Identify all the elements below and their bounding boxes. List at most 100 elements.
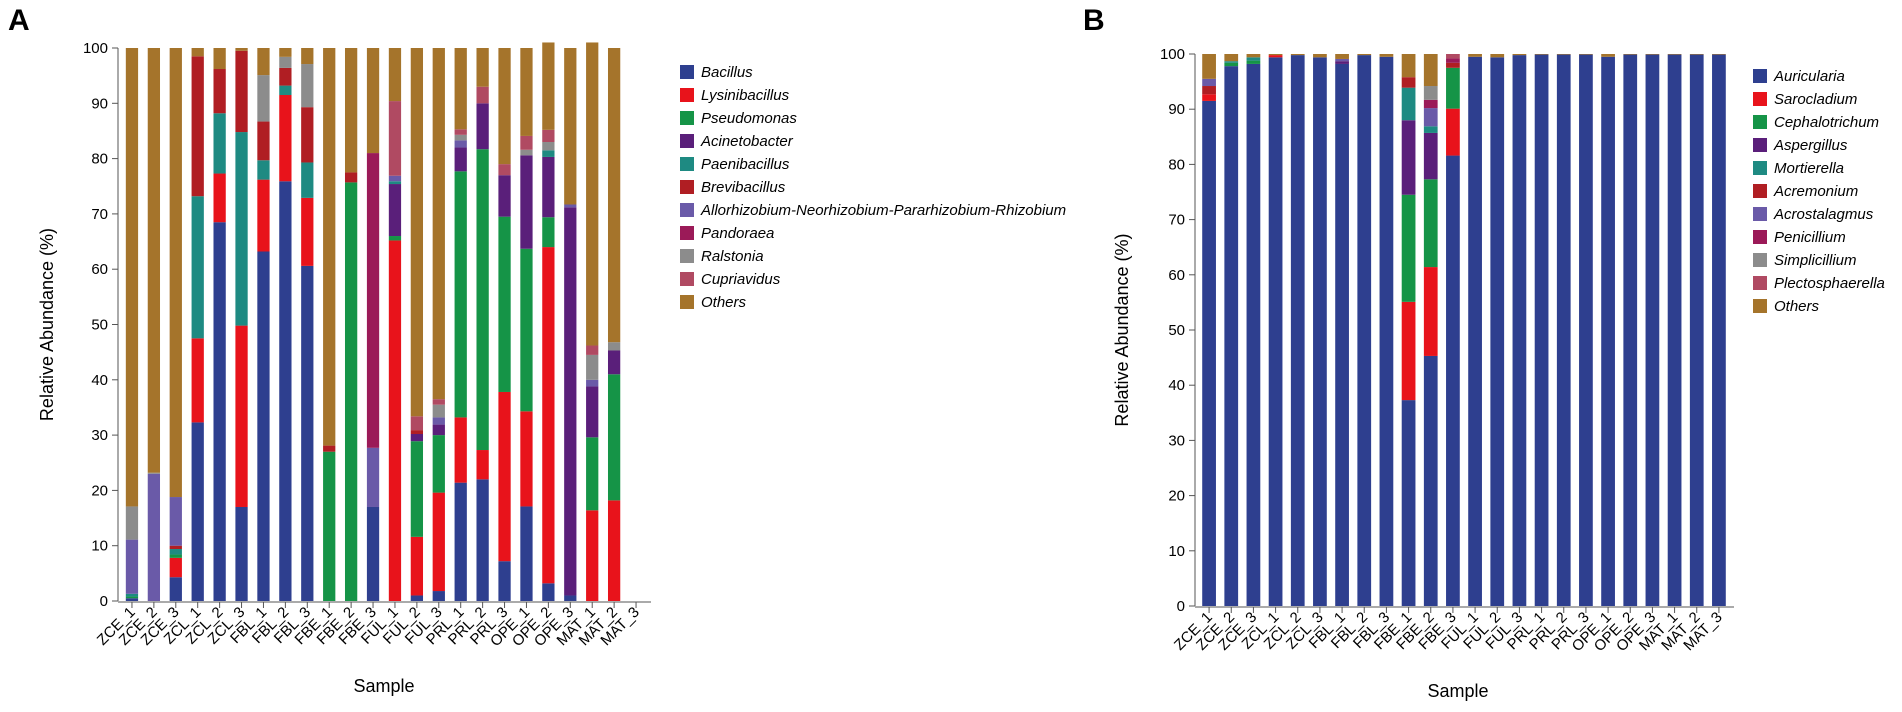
bar-segment-cupriavidus: [520, 135, 533, 150]
bar-segment-pseudomonas: [388, 236, 402, 241]
bar-segment-others: [586, 42, 599, 346]
legend-label: Others: [701, 294, 747, 311]
legend-swatch: [680, 203, 694, 217]
bar-segment-lysinibacillus: [388, 240, 402, 601]
bar-segment-auricularia: [1667, 54, 1682, 606]
bar-segment-acremonium: [1202, 86, 1216, 95]
bar-segment-others: [498, 48, 511, 165]
bar-segment-others: [1579, 54, 1593, 55]
bar-segment-others: [454, 48, 467, 130]
bar-segment-auricularia: [1446, 155, 1460, 606]
legend-label: Acinetobacter: [700, 133, 794, 150]
legend-label: Paenibacillus: [701, 156, 790, 173]
bar-segment-acinetobacter: [607, 350, 621, 375]
bar-segment-acinetobacter: [564, 207, 577, 596]
bar-segment-ralstonia: [586, 354, 599, 380]
bar-segment-brevibacillus: [235, 50, 248, 133]
bar-segment-bacillus: [235, 506, 248, 601]
legend-label: Simplicillium: [1774, 252, 1857, 269]
bar-segment-bacillus: [520, 506, 533, 601]
legend-label: Ralstonia: [701, 248, 764, 265]
bar-segment-sarocladium: [1401, 301, 1416, 401]
bar-segment-brevibacillus: [279, 67, 292, 86]
y-tick-label: 10: [91, 538, 108, 555]
bar-segment-cupriavidus: [410, 416, 424, 431]
bar-segment-paenibacillus: [125, 593, 139, 597]
bar-segment-paenibacillus: [235, 132, 248, 326]
bar-segment-others: [213, 48, 226, 70]
bar-segment-pseudomonas: [432, 435, 445, 493]
y-tick-label: 50: [91, 317, 108, 334]
bar-segment-auricularia: [1623, 54, 1638, 606]
bar-segment-mortierella: [1423, 126, 1438, 133]
bar-segment-acrostalagmus: [1202, 78, 1216, 87]
bar-segment-cupriavidus: [476, 86, 489, 104]
bar-segment-others: [257, 48, 270, 76]
bar-segment-allorhizobium-neorhizobium-pararhizobium-rhizobium: [169, 497, 182, 546]
bar-segment-acremonium: [1446, 62, 1460, 68]
bar-segment-others: [1645, 54, 1660, 55]
bar-segment-others: [1512, 54, 1527, 56]
bar-segment-lysinibacillus: [235, 325, 248, 507]
bar-segment-others: [125, 48, 139, 507]
legend-swatch: [1753, 92, 1767, 106]
bar-segment-others: [1313, 54, 1327, 58]
bar-segment-ralstonia: [520, 149, 533, 156]
bar-segment-sarocladium: [1423, 267, 1438, 356]
y-tick-label: 10: [1168, 543, 1185, 560]
bar-segment-lysinibacillus: [257, 179, 270, 252]
panel-label-b: B: [1083, 4, 1105, 37]
bar-segment-lysinibacillus: [542, 247, 555, 584]
y-tick-label: 100: [83, 40, 108, 57]
legend-swatch: [680, 157, 694, 171]
bar-segment-others: [607, 48, 621, 343]
legend-label: Allorhizobium-Neorhizobium-Pararhizobium…: [700, 202, 1066, 219]
legend-label: Pseudomonas: [701, 110, 797, 127]
bar-segment-ralstonia: [301, 64, 314, 108]
bar-segment-bacillus: [498, 561, 511, 601]
bar-segment-pseudomonas: [607, 374, 621, 501]
y-tick-label: 20: [91, 482, 108, 499]
bar-segment-ralstonia: [454, 134, 467, 141]
bar-segment-cephalotrichum: [1224, 62, 1239, 67]
bar-segment-lysinibacillus: [191, 338, 204, 423]
bar-segment-others: [323, 48, 336, 446]
bar-segment-pandoraea: [366, 153, 380, 448]
bar-segment-ralstonia: [279, 56, 292, 68]
bar-segment-sarocladium: [1268, 55, 1283, 58]
y-tick-label: 40: [91, 372, 108, 389]
y-tick-label: 100: [1160, 46, 1185, 63]
bar-segment-bacillus: [213, 222, 226, 601]
bar-segment-cephalotrichum: [1246, 60, 1261, 64]
bar-segment-auricularia: [1689, 54, 1704, 606]
bar-segment-lysinibacillus: [279, 95, 292, 182]
bar-segment-brevibacillus: [323, 445, 336, 452]
bar-segment-bacillus: [279, 181, 292, 601]
bar-segment-others: [1202, 54, 1216, 79]
bar-segment-lysinibacillus: [476, 450, 489, 480]
bar-segment-acinetobacter: [520, 155, 533, 249]
bar-segment-others: [1689, 54, 1704, 55]
bar-segment-aspergillus: [1335, 61, 1349, 64]
bar-segment-auricularia: [1313, 57, 1327, 606]
bar-segment-paenibacillus: [191, 196, 204, 339]
bar-segment-acinetobacter: [542, 156, 555, 218]
bar-segment-others: [1490, 54, 1505, 58]
bar-segment-pseudomonas: [498, 216, 511, 392]
bar-segment-auricularia: [1246, 63, 1261, 607]
legend-label: Brevibacillus: [701, 179, 786, 196]
bar-segment-pseudomonas: [454, 171, 467, 418]
bar-segment-cephalotrichum: [1446, 67, 1460, 109]
y-tick-label: 30: [1168, 432, 1185, 449]
bar-segment-allorhizobium-neorhizobium-pararhizobium-rhizobium: [366, 447, 380, 507]
bar-segment-lysinibacillus: [169, 557, 182, 578]
bar-segment-auricularia: [1512, 55, 1527, 606]
legend-label: Bacillus: [701, 64, 753, 81]
bar-segment-auricularia: [1224, 66, 1239, 607]
legend-swatch: [680, 88, 694, 102]
bar-segment-pseudomonas: [169, 554, 182, 558]
bar-segment-auricularia: [1556, 54, 1571, 606]
bar-segment-cephalotrichum: [1423, 179, 1438, 268]
bar-segment-others: [1335, 54, 1349, 59]
